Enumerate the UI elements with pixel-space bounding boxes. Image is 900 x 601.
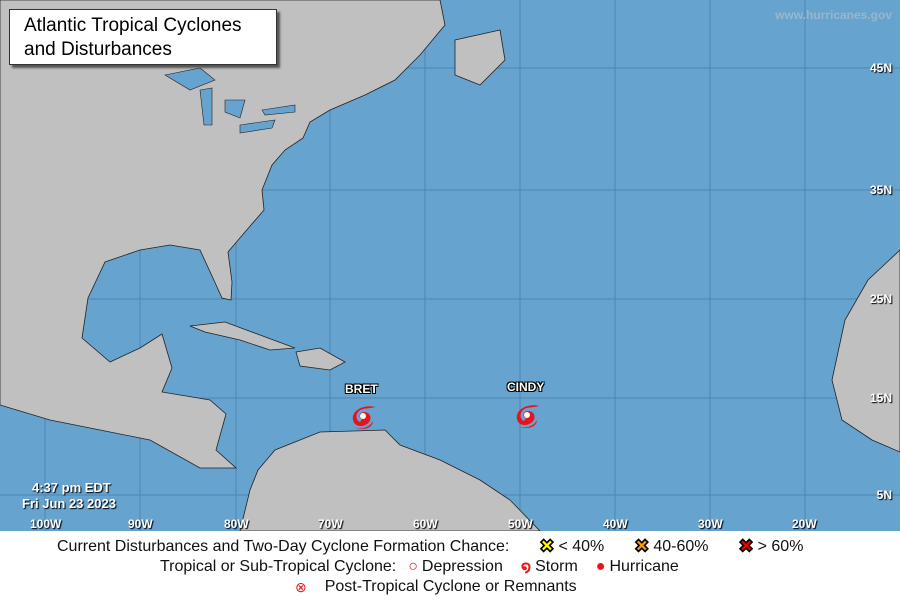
lat-label: 45N [869, 61, 892, 75]
title-line-2: and Disturbances [24, 39, 172, 60]
x-red-icon: ✖ [738, 536, 754, 557]
legend-low: < 40% [558, 537, 605, 555]
timestamp-date: Fri Jun 23 2023 [22, 496, 116, 511]
south-america [239, 429, 541, 531]
legend-medium: 40-60% [653, 537, 709, 555]
lon-label: 60W [413, 517, 438, 531]
legend-disturbances-label: Current Disturbances and Two-Day Cyclone… [57, 537, 510, 555]
storm-label-bret[interactable]: BRET [345, 382, 378, 396]
storm-icon: ໑ [520, 559, 532, 576]
legend-post-tropical: Post-Tropical Cyclone or Remnants [324, 578, 577, 595]
post-tropical-icon: ⊗ [295, 578, 307, 595]
africa [831, 249, 900, 453]
map [0, 0, 900, 531]
storm-icon-cindy [515, 405, 539, 428]
cuba [189, 321, 296, 351]
lon-label: 40W [603, 517, 628, 531]
hispaniola [295, 347, 346, 371]
lat-label: 5N [876, 488, 892, 502]
timestamp-time: 4:37 pm EDT [32, 480, 111, 495]
lon-label: 50W [508, 517, 533, 531]
lon-label: 100W [30, 517, 62, 531]
lon-label: 70W [318, 517, 343, 531]
lon-label: 30W [698, 517, 723, 531]
legend-cyclone-row: Tropical or Sub-Tropical Cyclone: ○ Depre… [160, 557, 679, 577]
lon-label: 90W [128, 517, 153, 531]
depression-icon: ○ [408, 558, 418, 575]
storm-label-cindy[interactable]: CINDY [507, 380, 545, 394]
title-line-1: Atlantic Tropical Cyclones [24, 15, 242, 36]
storm-icon-bret [351, 406, 375, 429]
legend-post-tropical-row: ⊗ Post-Tropical Cyclone or Remnants [295, 578, 577, 596]
legend-storm: Storm [535, 558, 578, 575]
hurricane-icon: ● [595, 558, 606, 575]
legend-hurricane: Hurricane [609, 558, 679, 575]
lat-label: 35N [869, 183, 892, 197]
legend-depression: Depression [421, 558, 503, 575]
north-america [0, 0, 446, 469]
map-title: Atlantic Tropical Cyclones and Disturbanc… [9, 9, 277, 65]
legend-high: > 60% [757, 537, 804, 555]
lon-label: 80W [224, 517, 249, 531]
legend-disturbances-row: Current Disturbances and Two-Day Cyclone… [57, 536, 803, 557]
legend-cyclone-label: Tropical or Sub-Tropical Cyclone: [160, 558, 397, 575]
watermark: www.hurricanes.gov [775, 8, 892, 22]
newfoundland [454, 29, 506, 86]
x-orange-icon: ✖ [634, 536, 650, 557]
great-lakes [164, 67, 296, 134]
lat-label: 25N [869, 292, 892, 306]
lat-label: 15N [869, 391, 892, 405]
x-yellow-icon: ✖ [539, 536, 555, 557]
lon-label: 20W [792, 517, 817, 531]
